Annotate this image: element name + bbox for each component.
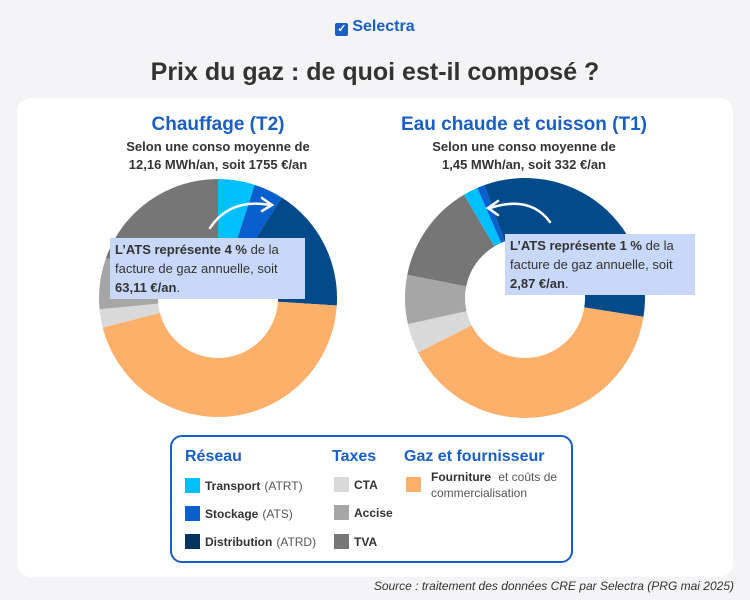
chart-title-t1: Eau chaude et cuisson (T1) (401, 114, 647, 135)
legend-item-accise: Accise (334, 505, 397, 520)
page-title: Prix du gaz : de quoi est-il composé ? (150, 58, 600, 86)
slice-transport (463, 187, 502, 247)
check-icon: ✓ (335, 23, 349, 36)
legend-item-distribution: Distribution (ATRD) (185, 534, 316, 549)
legend-item-tva: TVA (334, 534, 381, 549)
legend-heading-taxes: Taxes (332, 448, 377, 465)
legend-heading-gaz: Gaz et fournisseur (404, 448, 545, 465)
slice-stockage (477, 185, 505, 243)
slice-accise (405, 274, 467, 325)
chart-subtitle-t1: Selon une conso moyenne de 1,45 MWh/an, s… (432, 139, 616, 172)
source-note: Source : traitement des données CRE par … (373, 579, 734, 593)
callout-t1: L’ATS représente 1 % de la facture de ga… (505, 234, 695, 295)
arrow-icon (485, 199, 500, 217)
selectra-logo: ✓ Selectra (335, 18, 415, 36)
callout-t2: L’ATS représente 4 % de la facture de ga… (110, 238, 305, 299)
legend: Réseau Transport (ATRT) Stockage (ATS) Dis… (170, 435, 573, 563)
slice-transport (218, 179, 255, 241)
slice-cta (99, 303, 160, 328)
slice-fourniture (102, 301, 337, 418)
arrow-icon (488, 202, 552, 224)
arrow-icon (208, 202, 272, 230)
legend-item-cta: CTA (334, 477, 382, 492)
arrow-icon (260, 196, 275, 213)
slice-fourniture (418, 307, 644, 418)
chart-title-t2: Chauffage (T2) (151, 114, 285, 135)
slice-cta (407, 311, 472, 353)
legend-item-transport: Transport (ATRT) (185, 478, 303, 493)
legend-item-fourniture: Fourniture et coûts de commercialisation (406, 469, 557, 501)
slice-stockage (236, 184, 282, 248)
legend-item-stockage: Stockage (ATS) (185, 506, 293, 521)
slice-tva (407, 194, 495, 287)
chart-subtitle-t2: Selon une conso moyenne de 12,16 MWh/an, … (126, 139, 310, 172)
legend-heading-reseau: Réseau (185, 448, 242, 465)
